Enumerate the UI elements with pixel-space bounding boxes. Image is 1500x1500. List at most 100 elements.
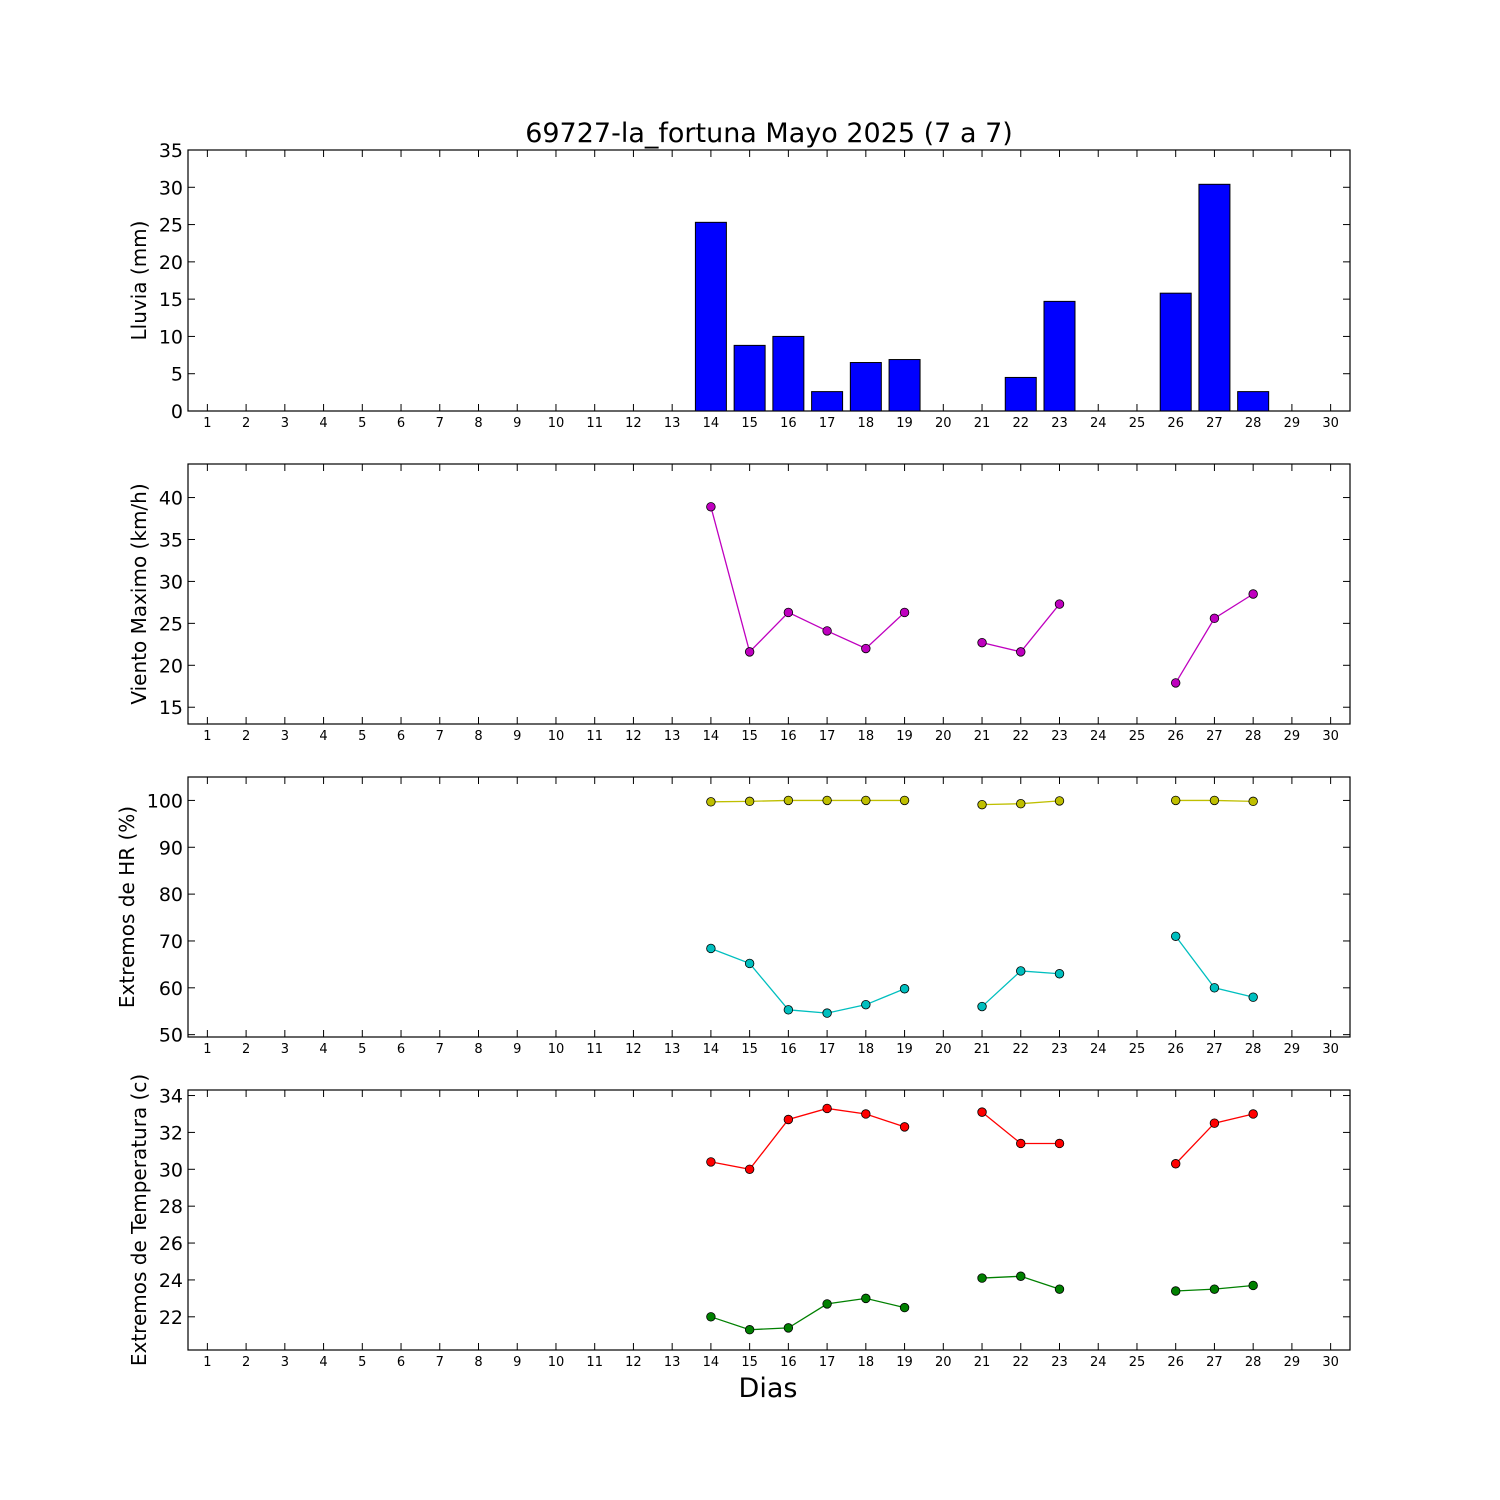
x-tick-label: 25 — [1129, 729, 1146, 744]
x-tick-label: 18 — [858, 1042, 875, 1057]
data-point — [706, 1157, 716, 1167]
data-point — [744, 1164, 755, 1174]
x-tick-label: 26 — [1167, 729, 1184, 744]
bar — [811, 391, 844, 412]
x-tick-label: 28 — [1245, 729, 1262, 744]
x-tick-label: 26 — [1167, 1355, 1184, 1370]
x-tick-label: 8 — [474, 729, 482, 744]
data-point — [1054, 1138, 1065, 1149]
x-tick-label: 15 — [741, 729, 758, 744]
bar — [1198, 183, 1231, 412]
bar — [772, 335, 805, 412]
x-tick-label: 2 — [242, 1355, 250, 1370]
x-tick-label: 29 — [1284, 1355, 1301, 1370]
x-tick-label: 27 — [1206, 416, 1223, 431]
x-tick-label: 29 — [1284, 1042, 1301, 1057]
x-tick-label: 21 — [974, 729, 991, 744]
data-point — [822, 1103, 832, 1114]
x-tick-label: 3 — [281, 416, 289, 431]
x-tick-label: 29 — [1284, 729, 1301, 744]
y-axis-label: Viento Maximo (km/h) — [127, 483, 151, 704]
x-tick-label: 26 — [1167, 416, 1184, 431]
x-tick-label: 18 — [858, 416, 875, 431]
bar — [1004, 376, 1037, 412]
x-tick-label: 18 — [858, 729, 875, 744]
y-tick-label: 90 — [159, 837, 183, 859]
y-tick-label: 50 — [159, 1025, 183, 1047]
y-axis-label: Lluvia (mm) — [127, 221, 151, 341]
bar — [1237, 391, 1270, 412]
data-point — [1054, 599, 1065, 609]
y-tick-label: 35 — [159, 140, 183, 162]
data-point — [977, 1107, 987, 1117]
x-axis-label: Dias — [739, 1373, 798, 1404]
data-point — [783, 1323, 794, 1333]
data-point — [977, 1273, 987, 1283]
x-tick-label: 20 — [935, 1042, 952, 1057]
y-tick-label: 25 — [159, 613, 183, 635]
data-point — [899, 607, 910, 618]
x-tick-label: 7 — [436, 1355, 444, 1370]
x-tick-label: 4 — [319, 729, 327, 744]
x-tick-label: 30 — [1322, 416, 1339, 431]
x-tick-label: 16 — [780, 416, 797, 431]
x-tick-label: 2 — [242, 729, 250, 744]
y-tick-label: 30 — [159, 571, 183, 593]
x-tick-label: 22 — [1012, 1355, 1029, 1370]
data-point — [1248, 992, 1258, 1002]
x-tick-label: 10 — [548, 1042, 565, 1057]
x-tick-label: 13 — [664, 729, 681, 744]
data-point — [706, 797, 716, 807]
x-tick-label: 19 — [896, 1355, 913, 1370]
data-point — [861, 795, 871, 806]
y-tick-label: 26 — [159, 1233, 183, 1255]
data-point — [861, 643, 871, 654]
bar — [694, 221, 727, 412]
chart-title: 69727-la_fortuna Mayo 2025 (7 a 7) — [525, 118, 1013, 149]
x-tick-label: 21 — [974, 1355, 991, 1370]
x-tick-label: 21 — [974, 1042, 991, 1057]
data-point — [861, 1293, 871, 1304]
data-point — [1170, 931, 1181, 941]
data-point — [1248, 796, 1258, 807]
x-tick-label: 6 — [397, 1042, 405, 1057]
data-point — [1170, 1159, 1181, 1169]
x-tick-label: 4 — [319, 1042, 327, 1057]
x-tick-label: 5 — [358, 1355, 366, 1370]
data-point — [977, 799, 987, 810]
x-tick-label: 18 — [858, 1355, 875, 1370]
data-point — [822, 626, 832, 636]
y-tick-label: 28 — [159, 1196, 183, 1218]
data-point — [1170, 795, 1181, 806]
y-tick-label: 20 — [159, 252, 183, 274]
x-tick-label: 29 — [1284, 416, 1301, 431]
y-tick-label: 32 — [159, 1122, 183, 1144]
y-tick-label: 60 — [159, 978, 183, 1000]
x-tick-label: 7 — [436, 1042, 444, 1057]
data-point — [1054, 796, 1065, 806]
y-tick-label: 5 — [171, 364, 183, 386]
data-point — [1016, 799, 1026, 809]
x-tick-label: 17 — [819, 1042, 836, 1057]
x-tick-label: 19 — [896, 729, 913, 744]
plot-frame — [187, 463, 1351, 725]
x-tick-label: 23 — [1051, 729, 1068, 744]
x-tick-label: 25 — [1129, 1355, 1146, 1370]
x-tick-label: 9 — [513, 1042, 521, 1057]
y-tick-label: 10 — [159, 326, 183, 348]
data-point — [706, 1312, 716, 1322]
data-point — [1170, 678, 1181, 688]
y-tick-label: 34 — [159, 1086, 183, 1108]
series-line — [710, 799, 905, 803]
x-tick-label: 16 — [780, 1042, 797, 1057]
x-tick-label: 25 — [1129, 416, 1146, 431]
x-tick-label: 6 — [397, 1355, 405, 1370]
x-tick-label: 22 — [1012, 416, 1029, 431]
x-tick-label: 17 — [819, 1355, 836, 1370]
series-line — [710, 506, 906, 654]
data-point — [1248, 589, 1258, 599]
plot-frame — [187, 1089, 1351, 1351]
x-tick-label: 12 — [625, 416, 642, 431]
